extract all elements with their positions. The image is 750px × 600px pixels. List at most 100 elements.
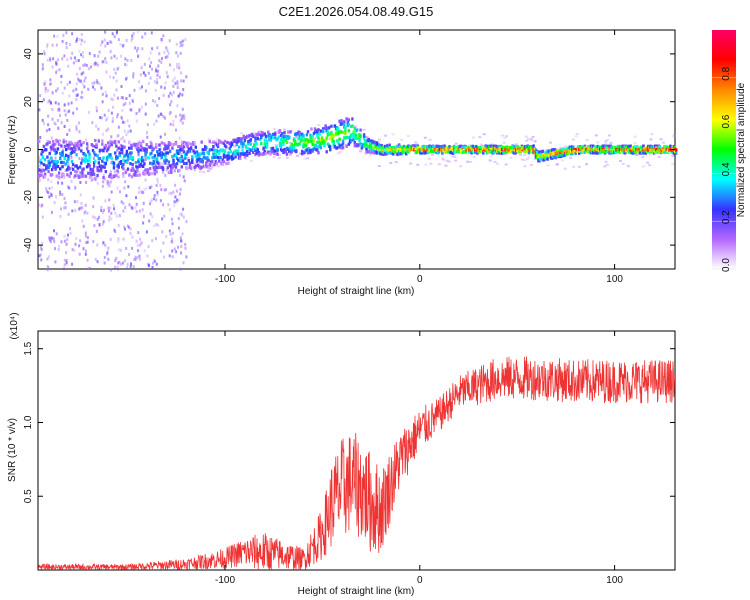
noise-speckle — [84, 76, 87, 80]
noise-speckle — [78, 252, 81, 256]
noise-speckle — [101, 210, 104, 214]
noise-speckle — [107, 246, 110, 250]
noise-speckle — [46, 257, 49, 261]
ridge-cell — [172, 158, 175, 162]
ridge-cell — [294, 142, 297, 146]
noise-speckle — [175, 128, 177, 132]
noise-speckle — [156, 190, 159, 194]
ridge-cell — [163, 147, 166, 151]
halo-speckle — [534, 158, 538, 160]
snr-series-line — [38, 356, 675, 570]
ridge-cell — [294, 139, 297, 143]
ridge-cell — [171, 155, 174, 159]
ridge-cell — [675, 148, 678, 152]
ridge-cell — [158, 152, 161, 156]
ridge-cell — [318, 132, 321, 136]
ridge-cell — [70, 160, 74, 164]
noise-speckle — [127, 130, 130, 134]
noise-speckle — [64, 169, 67, 172]
ridge-cell — [275, 146, 278, 150]
noise-speckle — [153, 258, 156, 262]
ridge-cell — [474, 150, 477, 155]
noise-speckle — [132, 72, 135, 76]
noise-speckle — [117, 248, 120, 252]
ridge-cell — [260, 136, 263, 140]
noise-speckle — [38, 254, 41, 258]
ridge-cell — [284, 134, 287, 138]
noise-speckle — [86, 258, 89, 262]
halo-speckle — [650, 133, 654, 136]
ridge-cell — [371, 150, 374, 155]
noise-speckle — [78, 121, 80, 125]
noise-speckle — [65, 259, 68, 262]
noise-speckle — [38, 108, 41, 112]
ridge-cell — [475, 144, 478, 149]
noise-speckle — [154, 237, 157, 241]
ridge-cell — [66, 159, 69, 163]
ridge-cell — [40, 161, 43, 165]
ridge-cell — [189, 146, 193, 151]
noise-speckle — [105, 94, 108, 98]
noise-speckle — [62, 148, 64, 152]
ridge-cell — [239, 154, 242, 158]
noise-speckle — [78, 49, 81, 53]
noise-speckle — [103, 113, 106, 117]
ridge-cell — [56, 160, 60, 164]
noise-speckle — [109, 75, 112, 79]
noise-speckle — [82, 71, 85, 75]
ridge-cell — [69, 140, 72, 144]
noise-speckle — [141, 208, 144, 212]
ridge-cell — [90, 172, 93, 177]
ridge-cell — [234, 155, 237, 159]
ridge-cell — [229, 144, 233, 148]
ridge-cell — [145, 147, 148, 151]
halo-speckle — [657, 155, 661, 158]
ridge-cell — [428, 144, 431, 148]
halo-speckle — [627, 165, 631, 168]
ridge-cell — [305, 133, 309, 137]
ridge-cell — [302, 134, 305, 138]
halo-speckle — [480, 143, 483, 146]
ridge-cell — [230, 142, 234, 147]
ridge-cell — [242, 142, 245, 146]
ridge-cell — [412, 144, 415, 148]
noise-speckle — [120, 115, 123, 119]
noise-speckle — [60, 175, 63, 179]
noise-speckle — [176, 82, 179, 86]
ridge-cell — [295, 150, 298, 154]
ridge-cell — [235, 143, 238, 147]
ridge-cell — [43, 175, 47, 179]
noise-speckle — [46, 100, 49, 104]
halo-speckle — [559, 147, 563, 150]
noise-speckle — [94, 216, 97, 220]
noise-speckle — [59, 193, 62, 196]
noise-speckle — [122, 202, 125, 206]
noise-speckle — [120, 85, 123, 88]
ridge-cell — [77, 140, 81, 144]
noise-speckle — [153, 194, 156, 198]
ridge-cell — [104, 170, 107, 174]
ridge-cell — [75, 153, 78, 157]
noise-speckle — [82, 64, 85, 68]
noise-speckle — [130, 58, 133, 62]
ridge-cell — [168, 149, 172, 154]
ridge-cell — [249, 142, 252, 146]
noise-speckle — [102, 241, 105, 245]
ridge-cell — [117, 140, 120, 144]
ridge-cell — [124, 171, 127, 175]
ridge-cell — [70, 142, 74, 146]
halo-speckle — [525, 157, 529, 160]
halo-speckle — [272, 156, 276, 159]
noise-speckle — [171, 222, 174, 226]
ridge-cell — [193, 168, 196, 172]
ridge-cell — [276, 152, 279, 156]
ridge-cell — [50, 168, 54, 172]
ridge-cell — [77, 175, 81, 179]
halo-speckle — [603, 165, 607, 168]
ridge-cell — [91, 170, 95, 174]
ridge-cell — [256, 133, 259, 137]
noise-speckle — [164, 81, 167, 85]
ridge-cell — [285, 152, 289, 156]
halo-speckle — [303, 157, 307, 160]
